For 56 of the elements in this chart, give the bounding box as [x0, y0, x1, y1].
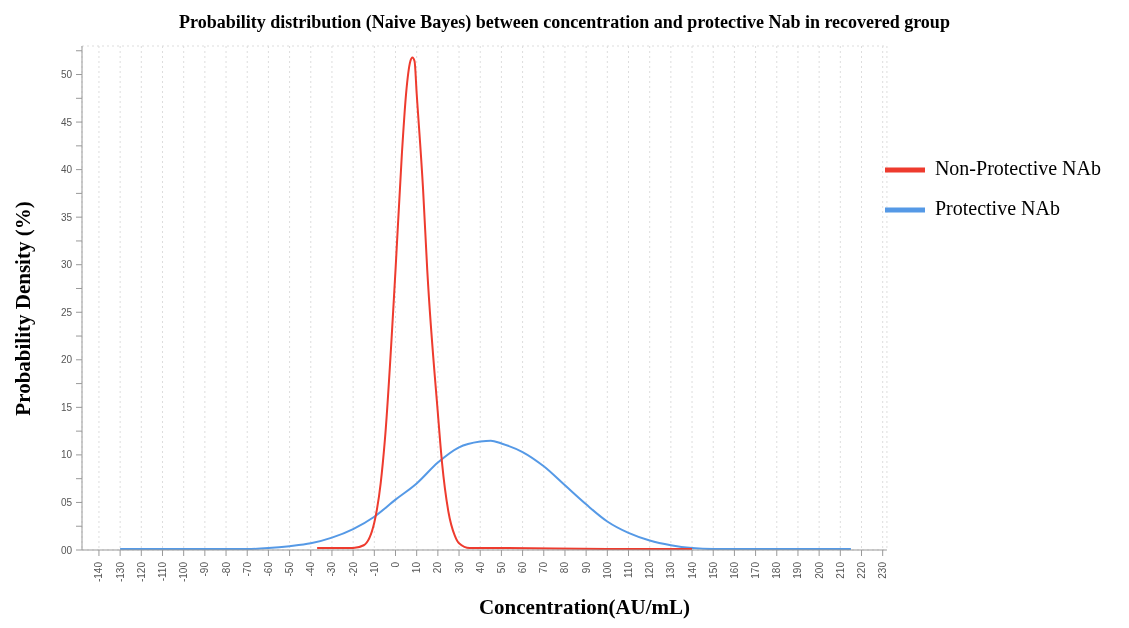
- y-tick-label: 00: [60, 544, 73, 556]
- x-tick-label: -10: [368, 561, 380, 577]
- x-tick-label: -50: [284, 561, 296, 577]
- x-tick-label: 20: [432, 561, 444, 574]
- x-tick-label: 10: [411, 561, 423, 574]
- x-tick-label: -120: [135, 561, 147, 583]
- y-tick-label: 15: [60, 401, 73, 413]
- x-tick-label: -110: [156, 561, 168, 582]
- legend-label: Protective NAb: [934, 196, 1060, 219]
- y-tick-label: 40: [60, 164, 73, 176]
- x-tick-label: 30: [453, 561, 465, 574]
- line-series: [119, 439, 852, 550]
- x-tick-label: -140: [93, 561, 105, 583]
- x-axis-title: Concentration(AU/mL): [477, 595, 692, 620]
- x-tick-label: 50: [495, 561, 507, 574]
- chart-title: Probability distribution (Naive Bayes) between concentration and protective Nab in recovered group: [178, 11, 951, 34]
- x-tick-label: 90: [580, 561, 592, 574]
- y-tick-label: 10: [60, 449, 73, 461]
- y-tick-label: 20: [60, 354, 73, 366]
- line-series: [316, 56, 694, 550]
- x-tick-label: -130: [114, 561, 126, 583]
- x-tick-label: -20: [347, 561, 359, 577]
- x-tick-label: -60: [262, 561, 274, 577]
- x-tick-label: 130: [665, 561, 677, 579]
- y-tick-label: 05: [60, 496, 73, 508]
- x-tick-label: -100: [178, 561, 190, 583]
- x-tick-label: -70: [241, 561, 253, 577]
- x-tick-label: 100: [601, 561, 613, 579]
- x-tick-label: 210: [834, 561, 846, 579]
- x-tick-label: 80: [559, 561, 571, 574]
- x-tick-label: 140: [686, 561, 698, 579]
- x-tick-label: 180: [771, 561, 783, 579]
- x-tick-label: 160: [728, 561, 740, 579]
- x-tick-label: -30: [326, 561, 338, 577]
- y-tick-label: 45: [60, 116, 73, 128]
- x-tick-label: -40: [305, 561, 317, 577]
- x-tick-label: 0: [390, 561, 401, 568]
- legend-label: Non-Protective NAb: [934, 156, 1101, 179]
- x-tick-label: 60: [517, 561, 529, 574]
- x-tick-label: -80: [220, 561, 232, 577]
- x-tick-label: -90: [199, 561, 211, 577]
- x-tick-label: 40: [474, 561, 486, 574]
- x-tick-label: 190: [792, 561, 804, 579]
- y-tick-label: 30: [60, 259, 73, 271]
- y-tick-label: 50: [60, 69, 73, 81]
- y-tick-label: 35: [60, 211, 73, 223]
- x-tick-label: 220: [856, 561, 867, 579]
- x-tick-label: 150: [707, 561, 719, 579]
- y-tick-label: 25: [60, 306, 73, 318]
- x-tick-label: 110: [623, 561, 634, 578]
- y-axis-title: Probability Density (%): [10, 200, 36, 416]
- x-tick-label: 70: [538, 561, 550, 574]
- x-tick-label: 200: [813, 561, 825, 579]
- x-tick-label: 230: [877, 561, 889, 579]
- x-tick-label: 120: [644, 561, 656, 579]
- x-tick-label: 170: [750, 561, 762, 579]
